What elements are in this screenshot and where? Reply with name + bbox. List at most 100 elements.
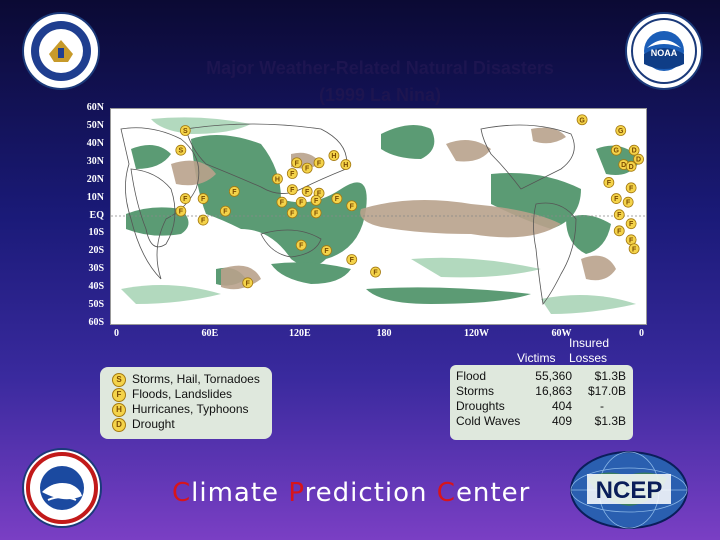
disaster-marker: F [310, 207, 322, 219]
svg-text:F: F [290, 171, 295, 178]
flood-marker-icon: F [112, 387, 126, 402]
svg-text:F: F [314, 198, 319, 205]
page-subtitle: (1999 La Nina) [318, 85, 442, 105]
noaa-logo: NOAA [625, 12, 703, 90]
svg-text:F: F [314, 210, 319, 217]
disaster-marker: F [310, 194, 322, 206]
losses-table: Flood 55,360 $1.3B Storms 16,863 $17.0B … [450, 365, 633, 440]
row-losses: $1.3B [594, 414, 626, 428]
storm-marker-icon: S [112, 372, 126, 387]
disaster-marker: H [340, 159, 352, 170]
disaster-marker: F [197, 193, 209, 204]
svg-text:G: G [618, 128, 624, 135]
svg-text:D: D [629, 164, 634, 171]
svg-text:H: H [343, 162, 348, 169]
disaster-marker: F [242, 277, 254, 289]
row-type: Storms [456, 384, 495, 398]
row-type: Cold Waves [456, 414, 521, 428]
lon-label: 120E [289, 328, 311, 339]
disaster-marker: F [613, 209, 625, 221]
svg-text:F: F [201, 196, 206, 203]
svg-text:F: F [183, 196, 188, 203]
svg-text:F: F [317, 191, 322, 198]
svg-text:F: F [280, 200, 285, 207]
disaster-marker: F [313, 157, 325, 169]
svg-text:F: F [350, 203, 355, 210]
svg-text:H: H [331, 153, 336, 160]
legend-item-hurricanes: H Hurricanes, Typhoons [112, 402, 249, 417]
disaster-marker: S [175, 144, 187, 156]
svg-text:F: F [324, 248, 329, 255]
legend: S Storms, Hail, Tornadoes F Floods, Landsl… [100, 367, 272, 439]
disaster-marker: F [625, 218, 637, 230]
lat-label: 10S [88, 227, 104, 239]
svg-text:F: F [295, 160, 300, 167]
disaster-marker: F [331, 193, 343, 204]
lat-label: 30S [88, 263, 104, 275]
disaster-marker: F [197, 214, 209, 226]
disaster-marker: F [613, 225, 625, 237]
svg-text:F: F [201, 218, 206, 225]
disaster-marker: F [610, 193, 622, 204]
row-victims: 404 [551, 399, 572, 413]
svg-text:F: F [350, 257, 355, 264]
disaster-marker: F [603, 177, 615, 188]
svg-text:NOAA: NOAA [651, 48, 678, 58]
svg-text:D: D [632, 148, 637, 155]
ncep-logo: NCEP [567, 448, 691, 532]
disaster-marker: F [301, 162, 313, 174]
national-weather-service-logo [22, 448, 102, 528]
disaster-marker: F [179, 193, 191, 204]
disaster-marker: F [301, 186, 313, 197]
disaster-marker: F [625, 234, 637, 246]
lon-label: 60E [201, 328, 219, 339]
lon-label: 60W [551, 328, 572, 339]
row-victims: 16,863 [535, 384, 572, 398]
svg-text:S: S [179, 148, 184, 155]
disaster-marker: F [622, 196, 634, 208]
svg-text:G: G [579, 117, 585, 124]
insured-header-2: Losses [569, 351, 608, 365]
disaster-marker: F [321, 245, 332, 256]
lat-label: 40S [88, 281, 104, 293]
lon-label: 0 [639, 328, 644, 339]
svg-text:F: F [629, 185, 634, 192]
lat-label: 60N [86, 102, 104, 113]
drought-marker-icon: D [112, 417, 126, 432]
svg-text:F: F [305, 189, 310, 196]
svg-text:F: F [626, 200, 631, 207]
row-losses: - [600, 399, 604, 413]
svg-text:F: F [614, 196, 619, 203]
svg-text:F: F [232, 189, 237, 196]
svg-text:F: F [246, 280, 251, 287]
disaster-marker: F [346, 254, 358, 265]
svg-text:F: F [629, 237, 634, 244]
disaster-marker: H [328, 150, 340, 161]
row-type: Flood [456, 369, 487, 383]
svg-text:F: F [299, 200, 304, 207]
disaster-marker: F [625, 182, 637, 194]
lon-label: 120W [464, 328, 489, 339]
svg-text:F: F [373, 270, 378, 277]
disaster-marker: F [370, 266, 381, 278]
row-losses: $17.0B [587, 384, 626, 398]
lat-label: 50S [88, 299, 104, 311]
svg-text:S: S [183, 128, 188, 135]
svg-text:F: F [617, 228, 622, 235]
victims-header: Victims [517, 351, 556, 365]
svg-text:H: H [275, 176, 280, 183]
disaster-marker: F [220, 205, 231, 217]
svg-text:F: F [299, 243, 304, 250]
svg-text:F: F [617, 212, 622, 219]
row-losses: $1.3B [594, 369, 626, 383]
svg-text:F: F [632, 246, 637, 253]
row-victims: 55,360 [535, 369, 572, 383]
svg-text:D: D [636, 157, 641, 164]
legend-item-storms: S Storms, Hail, Tornadoes [112, 372, 260, 387]
row-victims: 409 [551, 414, 572, 428]
lat-label: 10N [86, 191, 104, 203]
lat-label: 20S [88, 245, 104, 257]
lat-label: 20N [86, 173, 104, 185]
lat-label: 40N [86, 137, 104, 149]
